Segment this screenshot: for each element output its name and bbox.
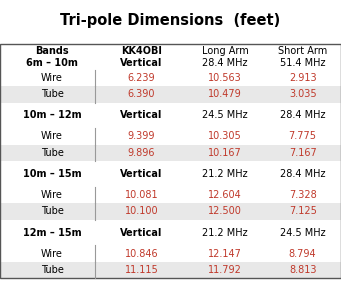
Text: 7.328: 7.328 [289, 190, 316, 200]
Text: 10m – 12m: 10m – 12m [23, 110, 81, 120]
Text: Tube: Tube [41, 206, 63, 216]
Text: Tube: Tube [41, 265, 63, 275]
Text: 10.563: 10.563 [208, 73, 242, 83]
Text: Wire: Wire [41, 131, 63, 141]
Text: Long Arm
28.4 MHz: Long Arm 28.4 MHz [202, 46, 249, 68]
Text: Tri-pole Dimensions  (feet): Tri-pole Dimensions (feet) [60, 13, 281, 28]
Text: Vertical: Vertical [120, 110, 163, 120]
Text: Vertical: Vertical [120, 169, 163, 179]
Text: 7.125: 7.125 [289, 206, 316, 216]
Text: 9.896: 9.896 [128, 148, 155, 158]
Text: 8.794: 8.794 [289, 248, 316, 258]
Text: 7.167: 7.167 [289, 148, 316, 158]
Text: 3.035: 3.035 [289, 89, 316, 99]
Text: KK4OBI
Vertical: KK4OBI Vertical [120, 46, 163, 68]
Bar [0, 70, 341, 86]
Bar [0, 187, 341, 203]
Bar [0, 128, 341, 145]
Text: 6.239: 6.239 [128, 73, 155, 83]
Text: 10.846: 10.846 [125, 248, 158, 258]
Text: 28.4 MHz: 28.4 MHz [280, 169, 325, 179]
Text: Short Arm
51.4 MHz: Short Arm 51.4 MHz [278, 46, 327, 68]
Text: 10.081: 10.081 [125, 190, 158, 200]
Text: Wire: Wire [41, 248, 63, 258]
Bar [0, 203, 341, 220]
Text: Tube: Tube [41, 89, 63, 99]
Text: 11.792: 11.792 [208, 265, 242, 275]
Text: Wire: Wire [41, 73, 63, 83]
Bar [0, 44, 341, 278]
Bar [0, 262, 341, 278]
Text: 9.399: 9.399 [128, 131, 155, 141]
Text: 10.167: 10.167 [208, 148, 242, 158]
Text: Vertical: Vertical [120, 227, 163, 237]
Text: 7.775: 7.775 [288, 131, 317, 141]
Bar [0, 86, 341, 103]
Text: Bands
6m – 10m: Bands 6m – 10m [26, 46, 78, 68]
Text: 10.305: 10.305 [208, 131, 242, 141]
Text: 2.913: 2.913 [289, 73, 316, 83]
Bar [0, 245, 341, 262]
Text: 12.147: 12.147 [208, 248, 242, 258]
Text: 10.479: 10.479 [208, 89, 242, 99]
Text: 12.500: 12.500 [208, 206, 242, 216]
Text: 21.2 MHz: 21.2 MHz [202, 169, 248, 179]
Bar [0, 145, 341, 161]
Text: Tube: Tube [41, 148, 63, 158]
Text: 24.5 MHz: 24.5 MHz [280, 227, 325, 237]
Text: 12m – 15m: 12m – 15m [23, 227, 81, 237]
Text: 11.115: 11.115 [125, 265, 158, 275]
Text: 28.4 MHz: 28.4 MHz [280, 110, 325, 120]
Text: 6.390: 6.390 [128, 89, 155, 99]
Text: 8.813: 8.813 [289, 265, 316, 275]
Text: 10m – 15m: 10m – 15m [23, 169, 81, 179]
Text: 12.604: 12.604 [208, 190, 242, 200]
Text: Wire: Wire [41, 190, 63, 200]
Text: 10.100: 10.100 [125, 206, 158, 216]
Text: 21.2 MHz: 21.2 MHz [202, 227, 248, 237]
Text: 24.5 MHz: 24.5 MHz [202, 110, 248, 120]
